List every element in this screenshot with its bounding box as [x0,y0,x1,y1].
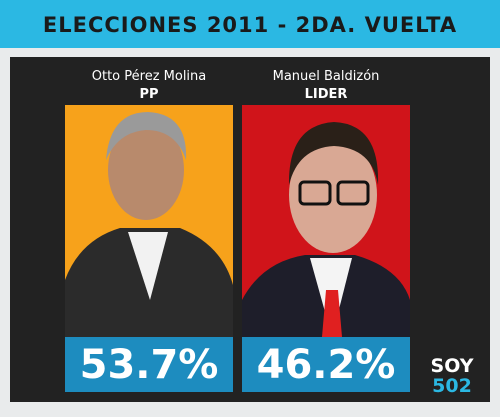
header-band [0,0,500,48]
result: 46.2% [257,342,396,388]
result: 53.7% [80,342,219,388]
result-box [65,337,233,392]
portrait [242,122,410,337]
candidate-name: Otto Pérez Molina [92,69,207,84]
result-box [242,337,410,392]
candidate-party: PP [139,87,158,102]
candidate-name: Manuel Baldizón [273,69,380,84]
logo-bottom: 502 [432,375,472,397]
candidate-party: LIDER [305,87,348,102]
title: ELECCIONES 2011 - 2DA. VUELTA [43,13,457,37]
portrait [65,112,233,337]
logo-top: SOY [431,355,474,377]
